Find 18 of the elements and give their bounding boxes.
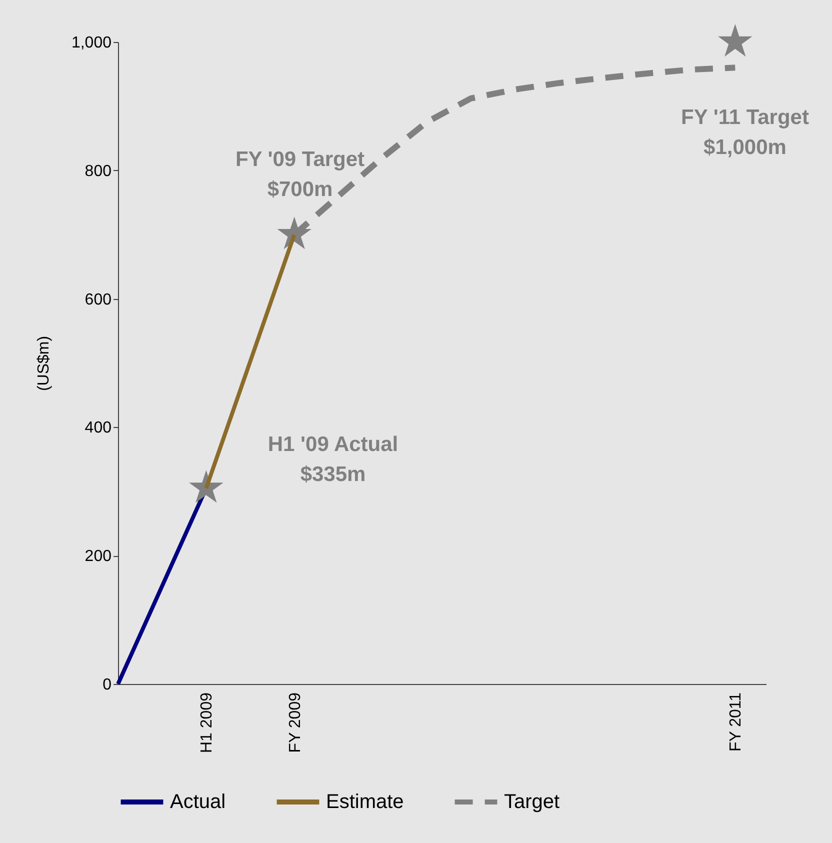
annotation: FY '11 Target $1,000m xyxy=(681,106,809,159)
y-tick-label: 200 xyxy=(84,548,112,566)
y-tick-label: 1,000 xyxy=(71,34,112,52)
y-tick-label: 400 xyxy=(84,420,112,437)
x-tick-label: H1 2009 xyxy=(198,692,216,753)
point xyxy=(189,470,224,503)
y-tick-label: 800 xyxy=(84,162,112,180)
point xyxy=(718,24,752,57)
x-tick-label: FY 2011 xyxy=(728,692,745,752)
y-axis-title: (US$m) xyxy=(35,336,52,392)
y-tick-label: 600 xyxy=(84,291,112,308)
annotation: FY '09 Target $700m xyxy=(235,148,365,201)
x-tick-label: FY 2009 xyxy=(286,692,304,753)
annotation: H1 '09 Actual $335m xyxy=(268,433,398,486)
legend-label: Target xyxy=(504,791,560,813)
legend-label: Estimate xyxy=(326,791,404,813)
legend-label: Actual xyxy=(170,791,226,813)
y-tick-label: 0 xyxy=(102,676,112,694)
